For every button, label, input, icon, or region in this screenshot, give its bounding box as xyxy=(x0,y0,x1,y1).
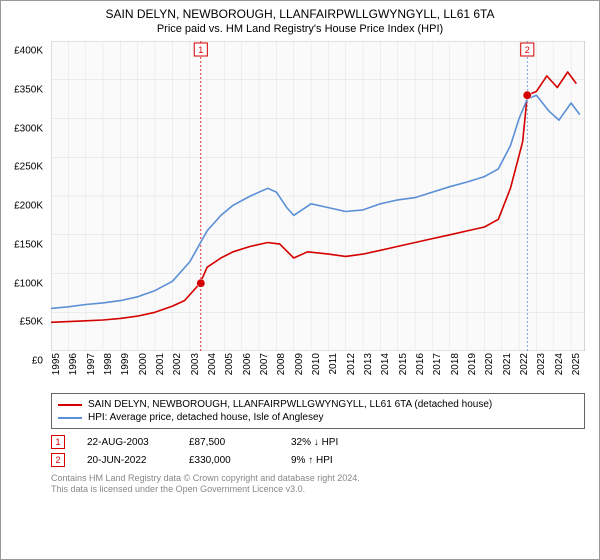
x-tick-label: 2006 xyxy=(242,353,253,375)
x-tick-label: 2000 xyxy=(138,353,149,375)
y-tick-label: £350K xyxy=(14,84,43,95)
x-tick-label: 1997 xyxy=(86,353,97,375)
x-tick-label: 2013 xyxy=(363,353,374,375)
legend-item: HPI: Average price, detached house, Isle… xyxy=(58,411,578,424)
marker-row: 2 20-JUN-2022 £330,000 9% ↑ HPI xyxy=(51,451,585,469)
marker-badge: 1 xyxy=(51,435,65,449)
x-tick-label: 1995 xyxy=(51,353,62,375)
x-tick-label: 2008 xyxy=(276,353,287,375)
x-tick-label: 1998 xyxy=(103,353,114,375)
x-tick-label: 2024 xyxy=(554,353,565,375)
x-tick-label: 2019 xyxy=(467,353,478,375)
x-tick-label: 2005 xyxy=(224,353,235,375)
x-tick-label: 2004 xyxy=(207,353,218,375)
legend-swatch xyxy=(58,404,82,406)
marker-price: £87,500 xyxy=(189,437,269,448)
footer-line-1: Contains HM Land Registry data © Crown c… xyxy=(51,473,585,484)
marker-badge: 2 xyxy=(51,453,65,467)
x-tick-label: 2020 xyxy=(484,353,495,375)
x-tick-label: 2014 xyxy=(380,353,391,375)
x-tick-label: 2003 xyxy=(190,353,201,375)
chart-plot-area: 12 xyxy=(51,41,585,351)
marker-price: £330,000 xyxy=(189,455,269,466)
y-tick-label: £200K xyxy=(14,201,43,212)
x-tick-label: 2021 xyxy=(502,353,513,375)
marker-diff: 32% ↓ HPI xyxy=(291,437,371,448)
svg-text:1: 1 xyxy=(198,45,203,55)
chart-title: SAIN DELYN, NEWBOROUGH, LLANFAIRPWLLGWYN… xyxy=(9,7,591,21)
x-tick-label: 2010 xyxy=(311,353,322,375)
y-tick-label: £400K xyxy=(14,46,43,57)
x-tick-label: 2007 xyxy=(259,353,270,375)
marker-table: 1 22-AUG-2003 £87,500 32% ↓ HPI 2 20-JUN-2022… xyxy=(51,433,585,469)
x-tick-label: 1996 xyxy=(68,353,79,375)
chart-container: SAIN DELYN, NEWBOROUGH, LLANFAIRPWLLGWYN… xyxy=(0,0,600,560)
marker-date: 20-JUN-2022 xyxy=(87,455,167,466)
marker-diff: 9% ↑ HPI xyxy=(291,455,371,466)
y-tick-label: £250K xyxy=(14,162,43,173)
y-tick-label: £0 xyxy=(32,356,43,367)
legend-box: SAIN DELYN, NEWBOROUGH, LLANFAIRPWLLGWYN… xyxy=(51,393,585,429)
svg-text:2: 2 xyxy=(525,45,530,55)
x-tick-label: 2001 xyxy=(155,353,166,375)
legend-swatch xyxy=(58,417,82,419)
footer-attribution: Contains HM Land Registry data © Crown c… xyxy=(51,473,585,496)
x-tick-label: 2009 xyxy=(294,353,305,375)
y-axis-labels: £0£50K£100K£150K£200K£250K£300K£350K£400… xyxy=(5,51,45,361)
legend-item: SAIN DELYN, NEWBOROUGH, LLANFAIRPWLLGWYN… xyxy=(58,398,578,411)
x-tick-label: 2002 xyxy=(172,353,183,375)
chart-subtitle: Price paid vs. HM Land Registry's House … xyxy=(9,23,591,35)
x-tick-label: 2023 xyxy=(536,353,547,375)
x-tick-label: 2012 xyxy=(346,353,357,375)
y-tick-label: £50K xyxy=(20,317,43,328)
x-tick-label: 2025 xyxy=(571,353,582,375)
legend-label: SAIN DELYN, NEWBOROUGH, LLANFAIRPWLLGWYN… xyxy=(88,399,492,410)
legend-label: HPI: Average price, detached house, Isle… xyxy=(88,412,324,423)
x-tick-label: 2016 xyxy=(415,353,426,375)
x-tick-label: 2022 xyxy=(519,353,530,375)
marker-date: 22-AUG-2003 xyxy=(87,437,167,448)
footer-line-2: This data is licensed under the Open Gov… xyxy=(51,484,585,495)
marker-row: 1 22-AUG-2003 £87,500 32% ↓ HPI xyxy=(51,433,585,451)
y-tick-label: £100K xyxy=(14,278,43,289)
x-tick-label: 2011 xyxy=(328,353,339,375)
chart-svg: 12 xyxy=(51,41,585,351)
x-axis-labels: 1995 1996 1997 1998 1999 2000 2001 2002 2003 2004… xyxy=(51,351,585,389)
y-tick-label: £300K xyxy=(14,123,43,134)
x-tick-label: 1999 xyxy=(120,353,131,375)
x-tick-label: 2015 xyxy=(398,353,409,375)
y-tick-label: £150K xyxy=(14,239,43,250)
x-tick-label: 2017 xyxy=(432,353,443,375)
x-tick-label: 2018 xyxy=(450,353,461,375)
